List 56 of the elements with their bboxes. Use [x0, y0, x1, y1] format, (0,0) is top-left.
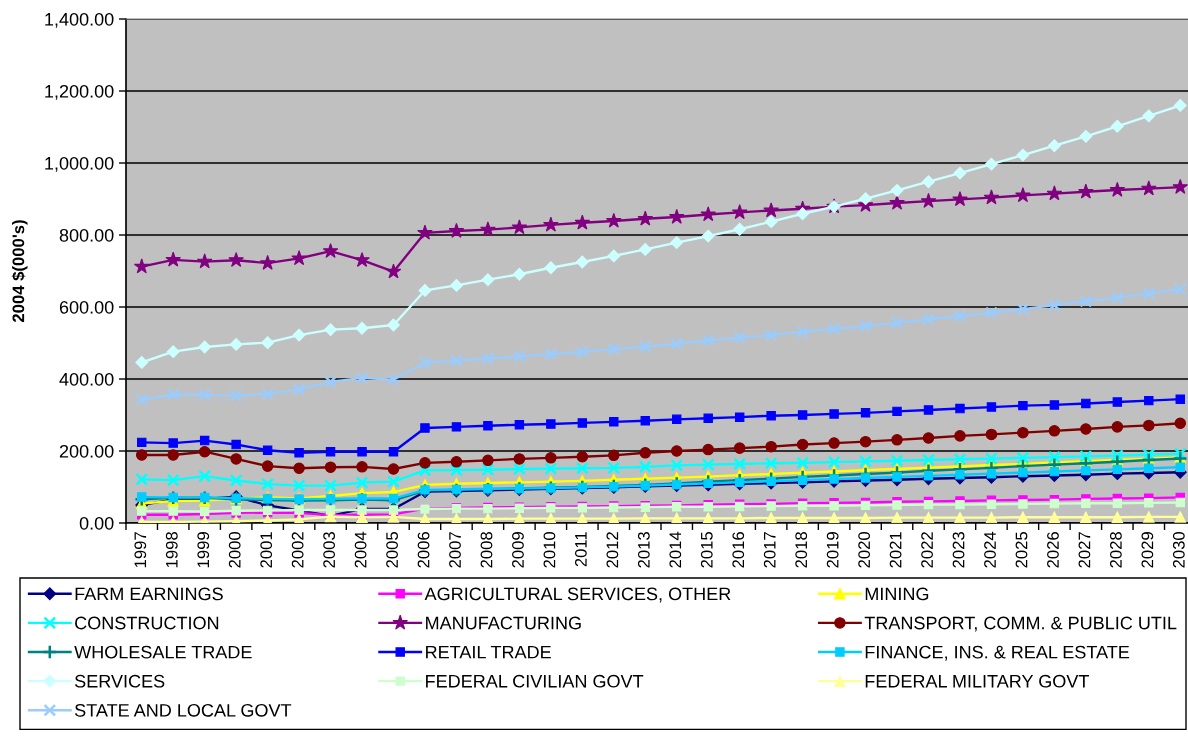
x-tick-label: 2012 — [606, 532, 619, 568]
x-tick-label: 2014 — [669, 531, 682, 568]
legend-label: WHOLESALE TRADE — [74, 645, 252, 659]
x-tick-label: 2003 — [323, 532, 336, 568]
x-tick-label: 2029 — [1141, 532, 1154, 568]
x-tick-label: 2006 — [417, 532, 430, 568]
y-tick-label: 1,200.00 — [45, 84, 114, 100]
legend-label: SERVICES — [74, 674, 165, 688]
y-axis-title: 2004 $(000's) — [11, 220, 28, 322]
x-tick-label: 2009 — [512, 532, 524, 568]
x-tick-label: 2020 — [858, 531, 871, 568]
x-tick-label: 1998 — [165, 532, 178, 568]
y-tick-label: 400.00 — [59, 372, 114, 386]
x-tick-label: 2013 — [637, 532, 650, 568]
legend-label: AGRICULTURAL SERVICES, OTHER — [424, 587, 731, 603]
x-tick-label: 2002 — [291, 532, 304, 568]
legend-label: FEDERAL MILITARY GOVT — [865, 674, 1089, 688]
x-tick-label: 1997 — [134, 532, 147, 568]
x-tick-label: 2007 — [449, 532, 461, 568]
x-tick-label: 2030 — [1172, 531, 1185, 568]
x-tick-label: 2023 — [952, 532, 965, 568]
x-tick-label: 2004 — [354, 531, 367, 568]
legend-label: MINING — [865, 587, 929, 601]
y-tick-label: 800.00 — [59, 228, 114, 242]
x-tick-label: 2019 — [826, 532, 839, 568]
x-tick-label: 2016 — [732, 532, 745, 568]
x-tick-label: 2026 — [1047, 532, 1059, 568]
x-tick-label: 2011 — [575, 532, 587, 567]
legend-label: TRANSPORT, COMM. & PUBLIC UTIL — [864, 616, 1177, 632]
legend-label: STATE AND LOCAL GOVT — [74, 703, 292, 717]
legend-label: FARM EARNINGS — [75, 587, 223, 601]
x-tick-label: 2018 — [795, 532, 808, 568]
legend-label: RETAIL TRADE — [426, 645, 551, 659]
x-tick-label: 2000 — [228, 531, 241, 568]
y-tick-label: 1,400.00 — [45, 12, 114, 28]
x-tick-label: 2017 — [763, 532, 776, 568]
y-tick-label: 1,000.00 — [45, 156, 114, 172]
legend-label: MANUFACTURING — [426, 616, 581, 630]
x-tick-label: 2022 — [921, 532, 933, 568]
x-tick-label: 2021 — [889, 532, 902, 568]
y-tick-label: 0.00 — [79, 516, 114, 530]
x-tick-label: 2025 — [1015, 532, 1028, 568]
x-tick-label: 2015 — [700, 532, 713, 568]
legend-label: FINANCE, INS. & REAL ESTATE — [865, 645, 1130, 661]
legend-label: FEDERAL CIVILIAN GOVT — [426, 674, 644, 688]
x-tick-label: 2008 — [480, 532, 493, 568]
y-tick-label: 600.00 — [59, 300, 114, 314]
x-tick-label: 2027 — [1078, 532, 1091, 568]
x-tick-label: 2005 — [386, 532, 398, 568]
x-tick-label: 2001 — [260, 532, 273, 568]
x-tick-label: 1999 — [197, 532, 210, 568]
x-tick-label: 2024 — [984, 531, 996, 568]
y-tick-label: 200.00 — [59, 444, 114, 458]
legend-label: CONSTRUCTION — [75, 616, 219, 630]
x-tick-label: 2010 — [543, 531, 556, 568]
x-tick-label: 2028 — [1110, 532, 1122, 568]
